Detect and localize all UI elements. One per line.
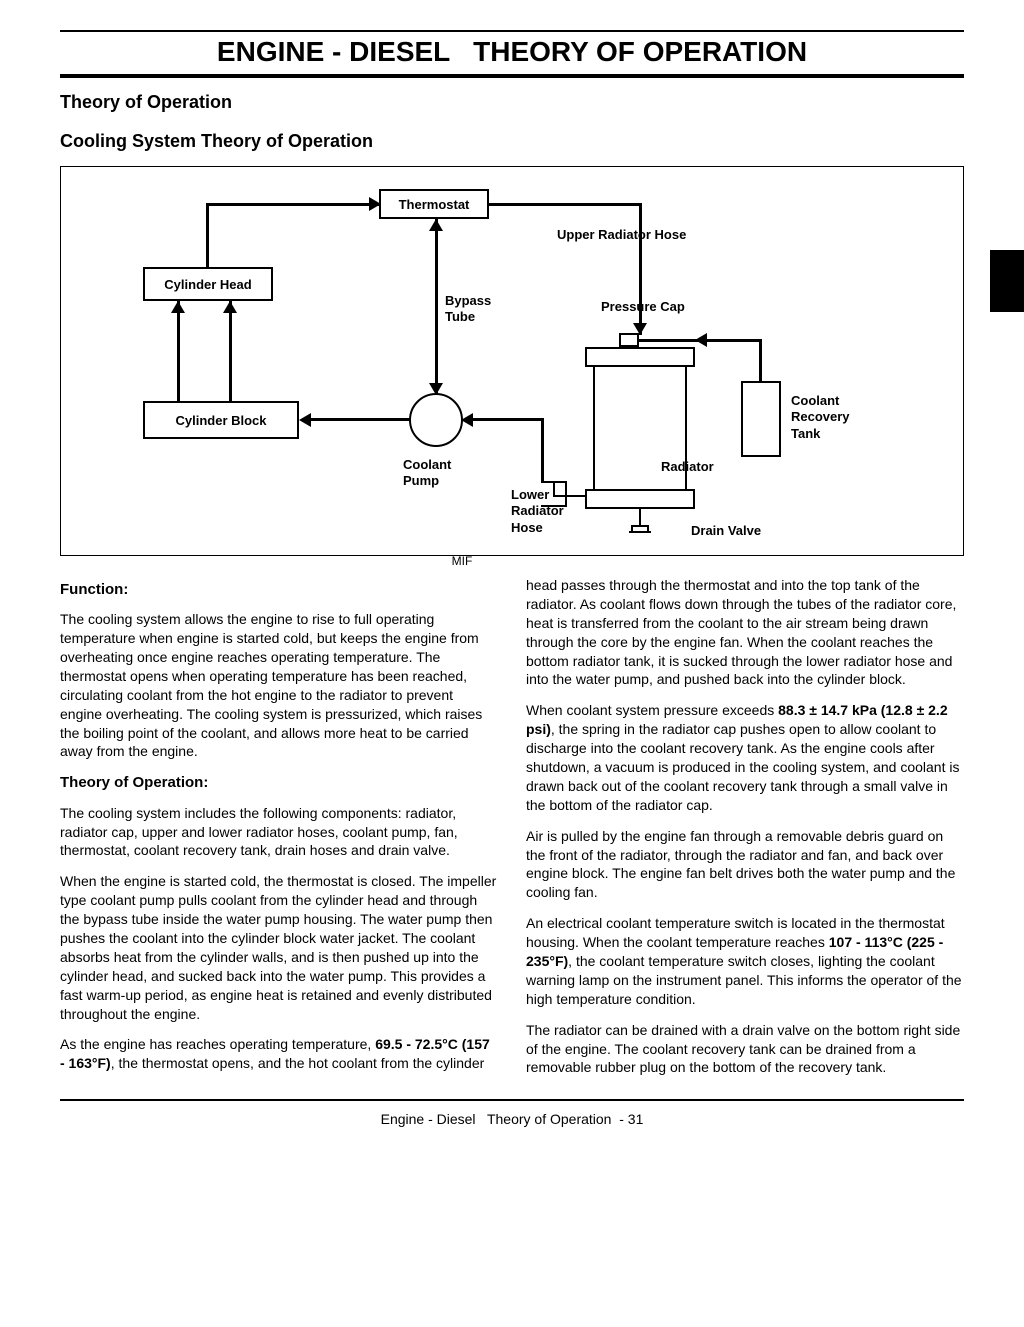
label-upper-hose: Upper Radiator Hose — [557, 227, 686, 243]
arrow-icon — [223, 301, 237, 313]
arrow-icon — [633, 323, 647, 335]
node-thermostat: Thermostat — [379, 189, 489, 219]
label-bypass-tube: Bypass Tube — [445, 293, 491, 326]
node-radiator-top — [585, 347, 695, 367]
figure-id: MIF — [10, 554, 914, 568]
paragraph: The cooling system includes the followin… — [60, 804, 498, 861]
label-coolant-pump: Coolant Pump — [403, 457, 451, 490]
arrow-icon — [369, 197, 381, 211]
node-cylinder-head: Cylinder Head — [143, 267, 273, 301]
text-run: When coolant system pressure exceeds — [526, 702, 778, 718]
paragraph: An electrical coolant temperature switch… — [526, 914, 964, 1008]
page-footer: Engine - Diesel Theory of Operation - 31 — [60, 1099, 964, 1127]
text-run: , the spring in the radiator cap pushes … — [526, 721, 959, 813]
section-tab — [990, 250, 1024, 312]
arrow-icon — [171, 301, 185, 313]
arrow-icon — [429, 383, 443, 395]
paragraph: The radiator can be drained with a drain… — [526, 1021, 964, 1078]
arrow-icon — [695, 333, 707, 347]
heading-function: Function: — [60, 580, 498, 600]
cooling-diagram: Thermostat Cylinder Head Cylinder Block — [60, 166, 964, 570]
text-run: , the coolant temperature switch closes,… — [526, 953, 962, 1007]
node-recovery-tank — [741, 381, 781, 457]
paragraph: The cooling system allows the engine to … — [60, 610, 498, 761]
page-title: ENGINE - DIESEL THEORY OF OPERATION — [60, 30, 964, 78]
arrow-icon — [299, 413, 311, 427]
node-radiator-bottom — [585, 489, 695, 509]
node-pressure-cap — [619, 333, 639, 347]
label-lower-hose: Lower Radiator Hose — [511, 487, 564, 536]
label-pressure-cap: Pressure Cap — [601, 299, 685, 315]
arrow-icon — [429, 219, 443, 231]
paragraph: When the engine is started cold, the the… — [60, 872, 498, 1023]
label-drain-valve: Drain Valve — [691, 523, 761, 539]
node-cylinder-block: Cylinder Block — [143, 401, 299, 439]
label-coolant-recovery: Coolant Recovery Tank — [791, 393, 850, 442]
node-coolant-pump — [409, 393, 463, 447]
heading-cooling: Cooling System Theory of Operation — [60, 131, 964, 152]
heading-theory-op: Theory of Operation: — [60, 773, 498, 793]
label-radiator: Radiator — [661, 459, 714, 475]
body-text: Function: The cooling system allows the … — [60, 576, 964, 1081]
arrow-icon — [461, 413, 473, 427]
paragraph: When coolant system pressure exceeds 88.… — [526, 701, 964, 814]
text-run: As the engine has reaches operating temp… — [60, 1036, 375, 1052]
paragraph: Air is pulled by the engine fan through … — [526, 827, 964, 903]
heading-theory: Theory of Operation — [60, 92, 964, 113]
